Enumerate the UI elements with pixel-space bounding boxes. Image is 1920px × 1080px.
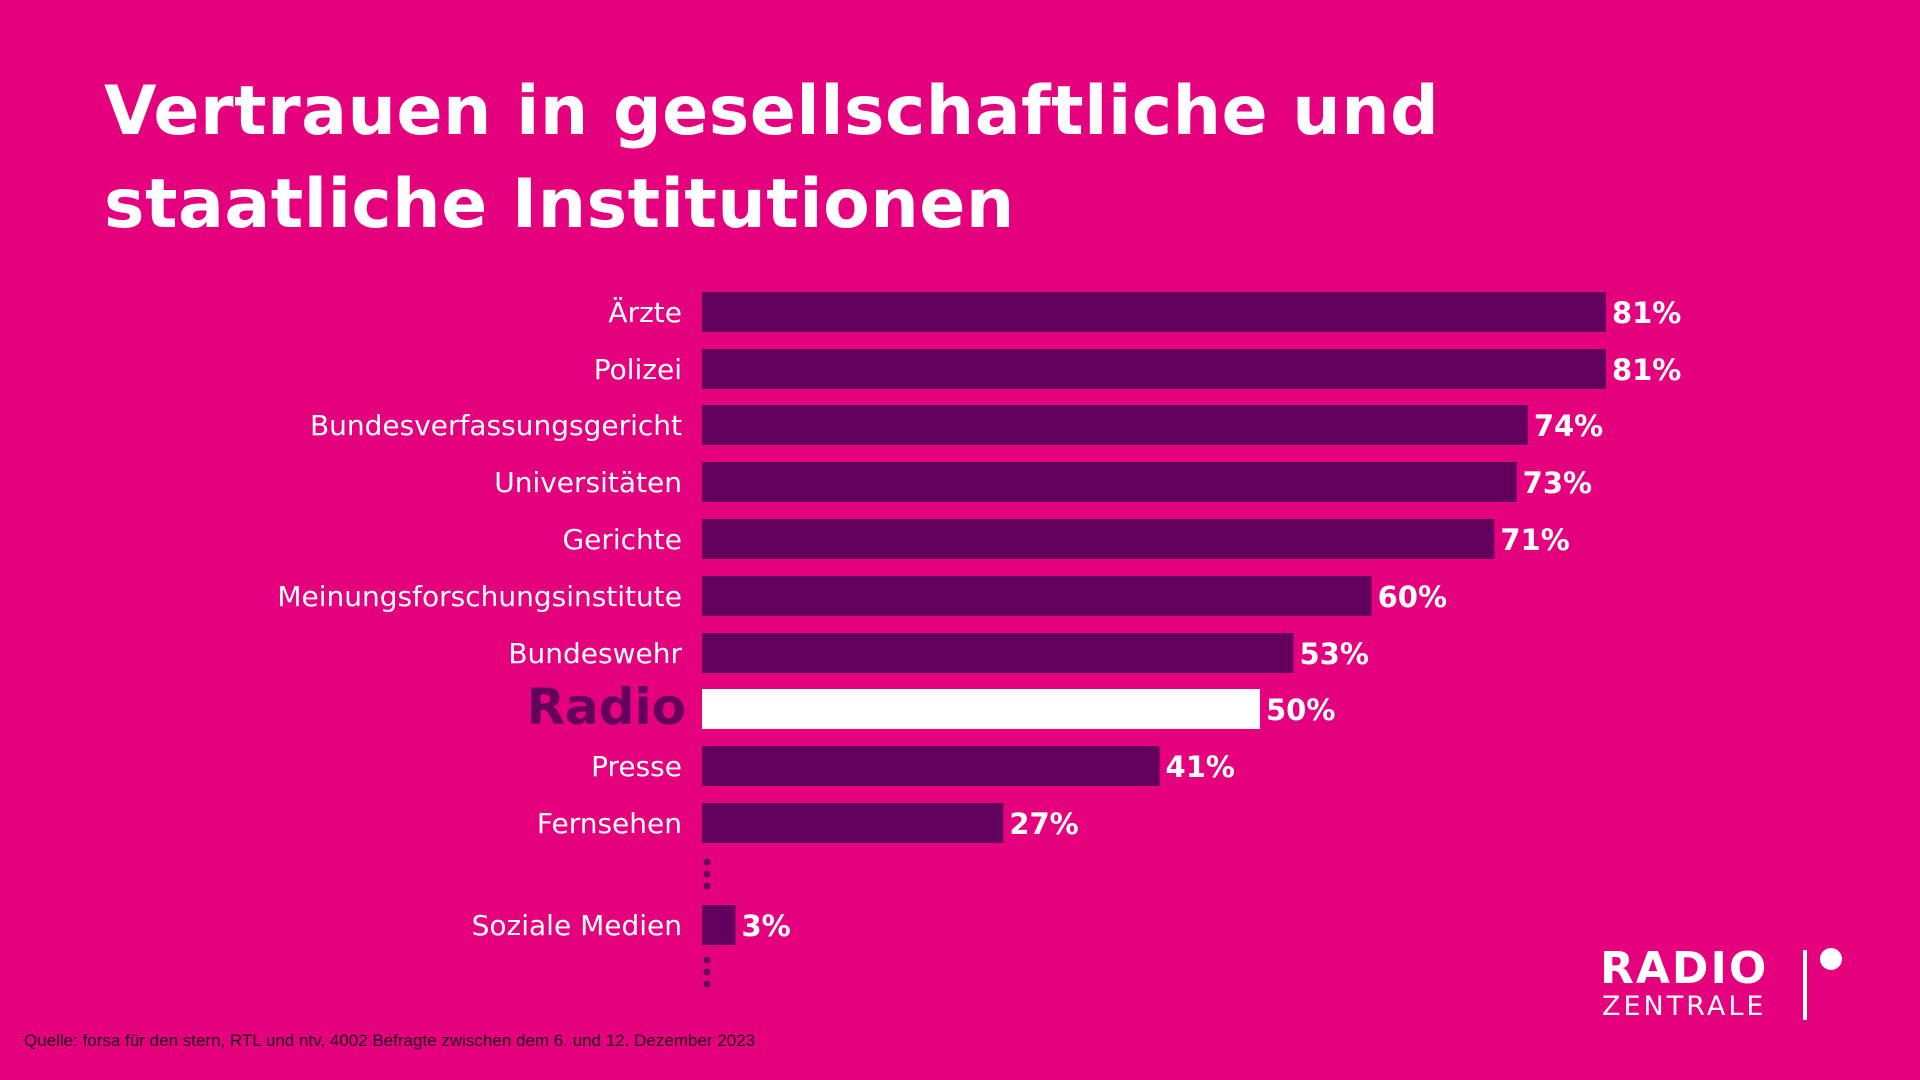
- ellipsis-dot-1-0: [703, 956, 711, 964]
- category-label-bundesverfassungsgericht: Bundesverfassungsgericht: [310, 409, 682, 442]
- bar-meinungsforschungsinstitute: [702, 576, 1372, 616]
- ellipsis-dot-0-2: [703, 882, 711, 890]
- value-label-bundesverfassungsgericht: 74%: [1534, 409, 1603, 443]
- category-label-polizei: Polizei: [594, 353, 682, 386]
- value-label-gerichte: 71%: [1500, 523, 1569, 557]
- radiozentrale-logo: RADIO ZENTRALE: [1600, 944, 1850, 1023]
- bar-gerichte: [702, 519, 1495, 559]
- category-label-meinungsforschungsinstitute: Meinungsforschungsinstitute: [277, 580, 682, 613]
- category-label-ärzte: Ärzte: [608, 296, 682, 329]
- bar-polizei: [702, 349, 1606, 389]
- category-label-presse: Presse: [591, 750, 682, 783]
- logo-word-radio: RADIO: [1600, 943, 1769, 994]
- value-label-universitäten: 73%: [1523, 466, 1592, 500]
- ellipsis-dot-1-1: [703, 968, 711, 976]
- chart-title-line-1: Vertrauen in gesellschaftliche und: [104, 72, 1440, 151]
- category-label-soziale-medien: Soziale Medien: [472, 909, 682, 942]
- bar-bundeswehr: [702, 633, 1294, 673]
- category-label-radio: Radio: [526, 678, 686, 736]
- value-label-presse: 41%: [1166, 750, 1235, 784]
- value-label-fernsehen: 27%: [1009, 807, 1078, 841]
- value-label-bundeswehr: 53%: [1299, 637, 1368, 671]
- bar-fernsehen: [702, 803, 1004, 843]
- chart-title-line-2: staatliche Institutionen: [104, 165, 1015, 244]
- category-label-bundeswehr: Bundeswehr: [508, 637, 682, 670]
- category-label-fernsehen: Fernsehen: [537, 807, 682, 840]
- bar-universitäten: [702, 462, 1517, 502]
- category-label-universitäten: Universitäten: [494, 466, 682, 499]
- category-label-gerichte: Gerichte: [562, 523, 682, 556]
- bar-ärzte: [702, 292, 1606, 332]
- bar-bundesverfassungsgericht: [702, 405, 1528, 445]
- ellipsis-dot-1-2: [703, 980, 711, 988]
- logo-divider: [1803, 950, 1807, 1020]
- ellipsis-dot-0-0: [703, 858, 711, 866]
- ellipsis-dot-0-1: [703, 870, 711, 878]
- bar-soziale-medien: [702, 905, 736, 945]
- value-label-ärzte: 81%: [1612, 296, 1681, 330]
- source-note: Quelle: forsa für den stern, RTL und ntv…: [24, 1031, 756, 1050]
- value-label-polizei: 81%: [1612, 353, 1681, 387]
- value-label-meinungsforschungsinstitute: 60%: [1378, 580, 1447, 614]
- logo-word-zentrale: ZENTRALE: [1602, 991, 1767, 1022]
- bar-radio: [702, 689, 1260, 729]
- logo-dot-icon: [1820, 948, 1842, 970]
- bar-presse: [702, 746, 1160, 786]
- value-label-soziale-medien: 3%: [741, 909, 790, 943]
- value-label-radio: 50%: [1266, 693, 1335, 727]
